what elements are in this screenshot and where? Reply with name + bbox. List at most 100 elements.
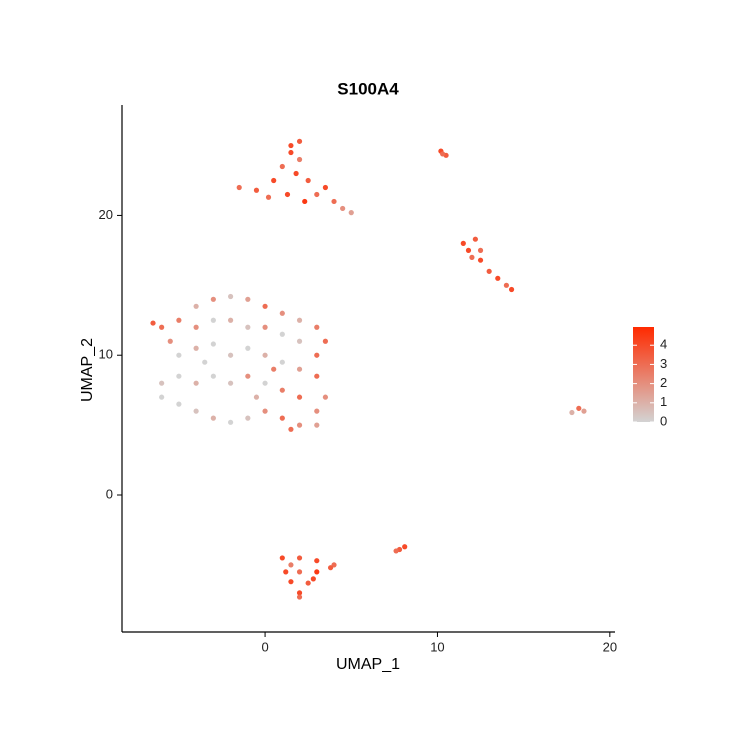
point — [176, 373, 182, 379]
point — [460, 240, 466, 246]
point — [210, 373, 216, 379]
point — [305, 580, 311, 586]
point — [253, 394, 260, 400]
point — [271, 366, 277, 372]
point — [296, 338, 303, 344]
point — [288, 579, 294, 585]
point — [236, 184, 242, 191]
point — [167, 338, 173, 344]
point — [262, 352, 268, 358]
point — [288, 142, 294, 149]
colorbar-tick-label: 0 — [660, 413, 667, 428]
point — [227, 352, 234, 358]
point — [227, 380, 234, 386]
point — [245, 373, 251, 379]
point — [296, 138, 303, 144]
point — [296, 569, 303, 575]
point — [193, 345, 199, 351]
y-tick-label: 10 — [99, 347, 113, 362]
point — [340, 205, 346, 212]
point — [193, 303, 199, 309]
point — [302, 198, 308, 205]
point — [245, 324, 251, 330]
point — [262, 303, 268, 309]
point — [245, 415, 251, 421]
colorbar-tick-label: 4 — [660, 337, 667, 352]
point — [284, 191, 291, 198]
point — [296, 317, 303, 323]
point — [283, 569, 289, 575]
point — [331, 198, 337, 205]
point — [393, 548, 399, 554]
point — [279, 331, 285, 337]
point — [402, 544, 408, 550]
point — [576, 405, 582, 411]
point — [253, 187, 260, 193]
point — [503, 282, 510, 288]
y-tick-label: 20 — [99, 207, 113, 222]
point — [227, 293, 234, 300]
point — [279, 163, 285, 170]
point — [279, 555, 285, 561]
point — [279, 359, 285, 365]
point — [293, 170, 299, 177]
point — [279, 387, 285, 393]
point — [314, 191, 320, 198]
point — [472, 236, 478, 242]
point — [314, 569, 320, 575]
colorbar-tick-label: 1 — [660, 394, 667, 409]
point — [210, 317, 216, 323]
point — [314, 324, 320, 330]
point — [227, 419, 234, 425]
point — [495, 275, 501, 281]
point — [469, 254, 475, 260]
chart-title: S100A4 — [337, 79, 399, 98]
point — [569, 409, 575, 416]
point — [440, 151, 446, 157]
point — [508, 286, 515, 293]
point — [279, 415, 285, 421]
point — [193, 324, 199, 330]
x-tick-label: 0 — [261, 639, 268, 654]
y-tick-label: 0 — [106, 486, 113, 501]
point — [348, 210, 354, 216]
colorbar-tick-label: 3 — [660, 356, 667, 371]
point — [581, 408, 587, 414]
point — [271, 177, 277, 184]
point — [159, 394, 165, 400]
point — [288, 562, 294, 568]
x-tick-label: 10 — [430, 639, 444, 654]
point — [288, 426, 294, 432]
x-axis-title: UMAP_1 — [336, 656, 400, 673]
points — [150, 138, 587, 600]
point — [296, 394, 303, 400]
point — [210, 415, 216, 421]
point — [227, 317, 234, 323]
point — [305, 177, 311, 184]
point — [262, 324, 268, 330]
point — [279, 310, 285, 316]
point — [176, 401, 182, 407]
point — [296, 594, 303, 600]
point — [322, 338, 329, 344]
point — [159, 324, 165, 330]
point — [314, 408, 320, 414]
point — [296, 590, 303, 596]
point — [314, 558, 320, 564]
point — [245, 296, 251, 302]
x-tick-label: 20 — [603, 639, 617, 654]
point — [296, 422, 303, 428]
point — [262, 408, 268, 414]
point — [322, 394, 329, 400]
point — [296, 156, 303, 163]
point — [245, 345, 251, 351]
point — [265, 194, 272, 200]
point — [202, 359, 208, 365]
point — [477, 247, 484, 253]
colorbar-tick-label: 2 — [660, 375, 667, 390]
point — [159, 380, 165, 386]
point — [176, 317, 182, 323]
point — [465, 247, 472, 253]
point — [314, 373, 320, 379]
